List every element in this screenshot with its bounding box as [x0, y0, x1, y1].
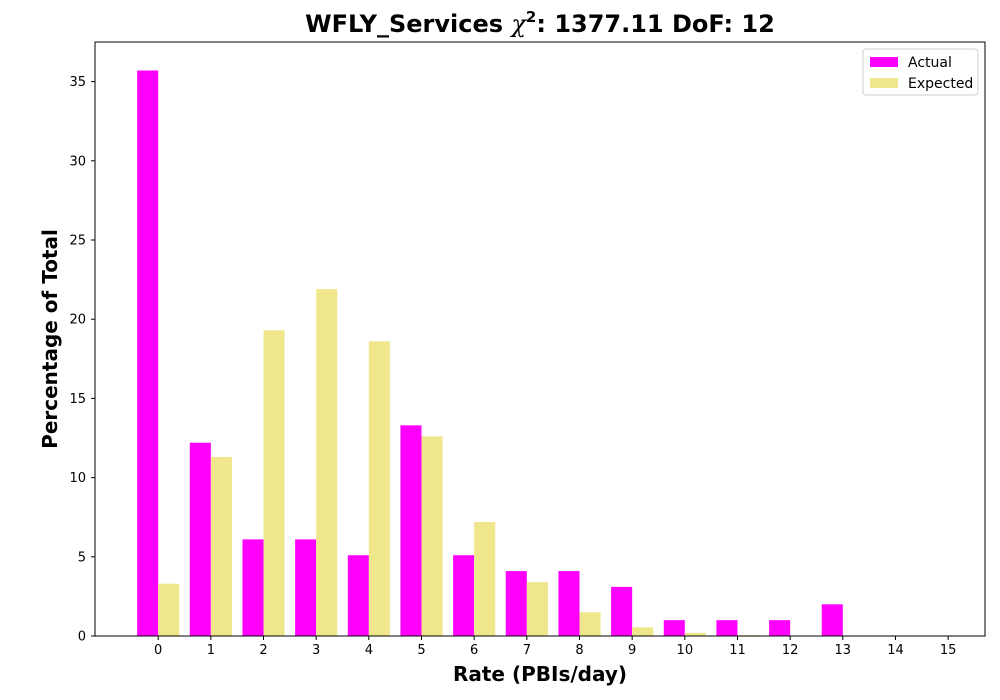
x-axis-ticks: 0 1 2 3 4 5 6 7 8 9 10 11 12 13 14 15: [154, 636, 956, 658]
bar-actual-6: [453, 555, 475, 636]
bar-actual-4: [347, 555, 369, 636]
x-tick-label: 0: [154, 643, 162, 658]
chart-title: WFLY_Services χ2: 1377.11 DoF: 12: [305, 8, 775, 38]
x-tick-label: 7: [523, 643, 531, 658]
legend-swatch-expected: [870, 78, 898, 88]
x-tick-label: 3: [312, 643, 320, 658]
plot-frame: [94, 41, 986, 637]
legend-swatch-actual: [870, 57, 898, 67]
x-tick-label: 6: [470, 643, 478, 658]
x-tick-label: 1: [207, 643, 215, 658]
bar-expected-8: [579, 612, 601, 636]
bar-expected-6: [474, 521, 496, 636]
bar-actual-9: [611, 586, 633, 636]
y-tick-label: 10: [69, 471, 86, 486]
x-tick-label: 2: [259, 643, 267, 658]
y-tick-label: 0: [78, 630, 86, 645]
y-tick-label: 15: [69, 392, 86, 407]
bar-expected-10: [684, 632, 706, 636]
x-tick-label: 14: [887, 643, 904, 658]
chart-title-suffix: : 1377.11 DoF: 12: [536, 10, 774, 38]
bar-expected-2: [263, 330, 285, 636]
legend-label-expected: Expected: [908, 76, 973, 92]
bar-actual-3: [295, 539, 317, 636]
bar-actual-12: [769, 620, 791, 636]
y-axis-ticks: 0 5 10 15 20 25 30 35: [69, 75, 95, 645]
bar-actual-1: [189, 442, 211, 636]
legend: Actual Expected: [862, 48, 979, 96]
bar-expected-7: [526, 582, 548, 636]
x-tick-label: 10: [677, 643, 694, 658]
y-axis-label: Percentage of Total: [38, 229, 62, 449]
bar-actual-13: [821, 604, 843, 636]
x-tick-label: 13: [835, 643, 852, 658]
bars-layer: [137, 70, 843, 636]
bar-actual-7: [505, 571, 527, 636]
bar-expected-9: [632, 627, 654, 636]
x-tick-label: 8: [575, 643, 583, 658]
bar-expected-5: [421, 436, 443, 636]
y-tick-label: 30: [69, 154, 86, 169]
bar-actual-11: [716, 620, 738, 636]
bar-actual-8: [558, 571, 580, 636]
bar-actual-10: [663, 620, 685, 636]
bar-actual-2: [242, 539, 264, 636]
chart-title-chi-symbol: χ: [509, 10, 527, 38]
y-tick-label: 35: [69, 75, 86, 90]
x-tick-label: 4: [365, 643, 373, 658]
chart-title-superscript: 2: [526, 8, 536, 26]
bar-expected-3: [316, 289, 338, 636]
x-tick-label: 9: [628, 643, 636, 658]
bar-expected-4: [368, 341, 390, 636]
x-tick-label: 5: [417, 643, 425, 658]
bar-expected-0: [158, 583, 180, 636]
bar-actual-5: [400, 425, 422, 636]
x-tick-label: 12: [782, 643, 799, 658]
y-tick-label: 5: [78, 550, 86, 565]
x-tick-label: 11: [729, 643, 746, 658]
x-tick-label: 15: [940, 643, 957, 658]
y-tick-label: 20: [69, 313, 86, 328]
chart-title-prefix: WFLY_Services: [305, 10, 511, 38]
x-axis-label: Rate (PBIs/day): [453, 662, 627, 686]
bar-expected-1: [210, 457, 232, 636]
bar-actual-0: [137, 70, 159, 636]
legend-label-actual: Actual: [908, 55, 952, 71]
y-tick-label: 25: [69, 234, 86, 249]
